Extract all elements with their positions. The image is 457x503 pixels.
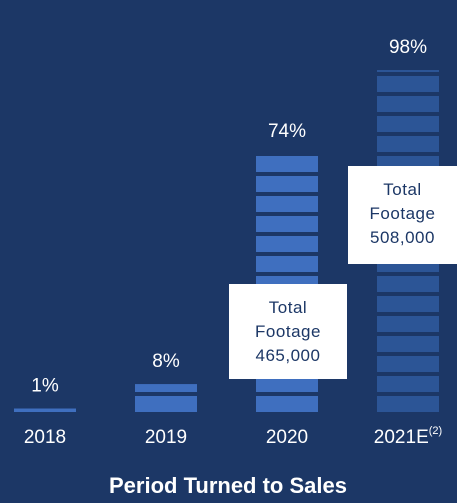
value-label: 1%: [31, 376, 59, 397]
category: 2021E: [374, 427, 429, 448]
value-label: 8%: [152, 351, 180, 372]
value-label: 98%: [389, 37, 427, 58]
callout-value: 508,000: [370, 228, 435, 247]
bar: [135, 384, 197, 412]
callout: Total Footage 465,000: [229, 284, 347, 379]
category: 2020: [266, 427, 308, 448]
footnote-mark: (2): [429, 425, 442, 437]
callout-label: Total Footage: [369, 180, 436, 223]
callout: Total Footage 508,000: [348, 166, 457, 264]
value-label: 74%: [268, 121, 306, 142]
callout-label: Total Footage: [255, 298, 321, 341]
x-tick-label: 2020: [266, 427, 308, 448]
x-tick-label: 2021E(2): [374, 425, 442, 448]
bar: [14, 408, 76, 412]
category: 2019: [145, 427, 187, 448]
x-tick-label: 2018: [24, 427, 66, 448]
x-tick-label: 2019: [145, 427, 187, 448]
callout-value: 465,000: [255, 346, 321, 365]
chart-title: Period Turned to Sales: [109, 473, 347, 498]
category: 2018: [24, 427, 66, 448]
